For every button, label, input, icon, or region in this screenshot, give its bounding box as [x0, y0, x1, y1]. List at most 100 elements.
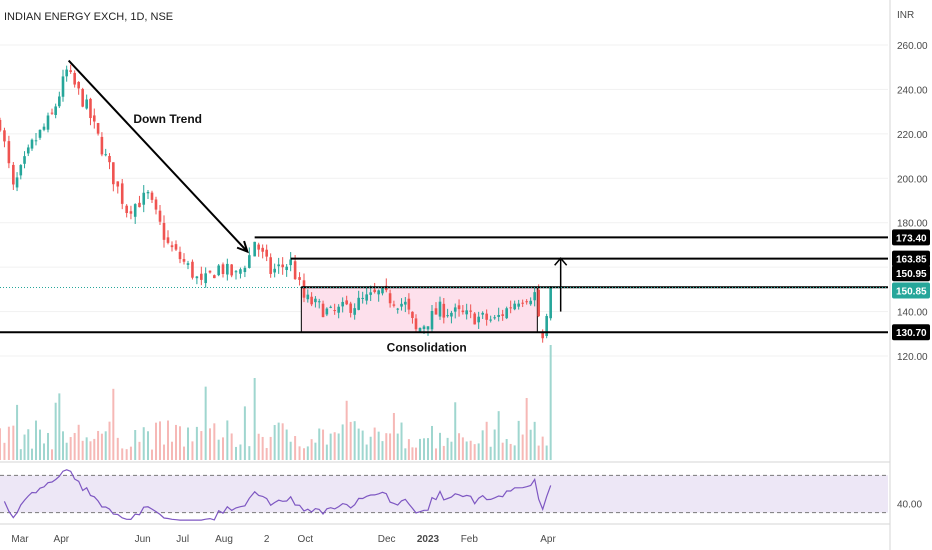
volume-bar	[261, 436, 264, 460]
volume-bar	[43, 443, 45, 460]
candle	[465, 303, 468, 320]
volume-bar	[27, 429, 30, 460]
candle	[42, 123, 46, 132]
price-axis-tags: 173.40 163.85 150.95 130.70 150.85	[892, 229, 930, 341]
candle	[485, 309, 488, 326]
time-tick-label: Feb	[461, 534, 479, 545]
candle	[430, 305, 434, 332]
volume-bar	[446, 437, 449, 460]
volume-bar	[195, 426, 198, 460]
time-tick-label: Jul	[176, 534, 189, 545]
candle	[314, 296, 317, 308]
volume-bar	[3, 442, 6, 460]
volume-bar	[529, 429, 532, 460]
volume-bar	[171, 441, 173, 460]
candle	[438, 296, 442, 320]
candle	[162, 215, 166, 248]
volume-bar	[81, 440, 84, 460]
candle	[345, 295, 348, 306]
price-tick-label: 200.00	[897, 174, 928, 185]
candle	[353, 303, 356, 320]
volume-bar	[58, 393, 61, 460]
volume-bar	[419, 438, 421, 460]
candle	[329, 305, 332, 309]
volume-bar	[69, 437, 72, 460]
volume-bar	[501, 442, 504, 460]
candle	[34, 133, 38, 146]
volume-bar	[204, 386, 207, 460]
volume-bar	[427, 438, 429, 460]
candle	[257, 242, 260, 257]
candle	[357, 290, 360, 311]
candle	[96, 122, 100, 136]
candle	[457, 299, 461, 317]
volume-bar	[243, 406, 246, 460]
volume-bar	[485, 421, 488, 460]
candle	[285, 264, 288, 277]
candle	[112, 162, 115, 192]
volume-bar	[303, 448, 305, 460]
volume-bar	[461, 437, 464, 460]
candle	[125, 204, 128, 218]
volume-bar	[489, 446, 492, 460]
candle	[170, 241, 174, 252]
volume-bar	[381, 441, 384, 460]
volume-bar	[248, 446, 251, 460]
time-tick-label: Aug	[215, 534, 233, 545]
volume-bar	[147, 431, 149, 460]
candle	[65, 65, 68, 82]
candle	[154, 196, 158, 215]
candle	[365, 287, 368, 305]
candle	[46, 112, 50, 133]
volume-bar	[465, 441, 468, 460]
volume-bar	[239, 444, 242, 460]
candle	[361, 291, 364, 304]
candle	[333, 303, 336, 315]
candle	[281, 257, 284, 275]
volume-bar	[298, 446, 301, 460]
candle	[0, 117, 2, 133]
time-tick-label: 2	[264, 534, 270, 545]
volume-bar	[226, 420, 229, 460]
candle	[497, 307, 500, 322]
svg-text:163.85: 163.85	[896, 255, 927, 266]
time-tick-label: Apr	[54, 534, 70, 545]
volume-bar	[473, 444, 476, 460]
volume-bar	[545, 445, 548, 460]
volume-bar	[389, 433, 392, 460]
volume-bar	[65, 442, 68, 460]
candle	[337, 304, 340, 319]
breakout-arrow	[554, 257, 568, 312]
volume-bar	[187, 427, 189, 460]
volume-bar	[537, 445, 540, 460]
volume-bar	[549, 345, 552, 460]
price-tick-label: 120.00	[897, 352, 928, 363]
candle	[321, 300, 325, 318]
time-tick-label: 2023	[417, 534, 440, 545]
svg-text:130.70: 130.70	[896, 328, 927, 339]
candle	[273, 263, 276, 278]
volume-bar	[142, 427, 145, 460]
volume-bar	[439, 432, 441, 460]
volume-bar	[51, 449, 53, 460]
volume-bar	[333, 432, 336, 460]
candle	[166, 230, 170, 245]
candle	[381, 287, 384, 296]
candle	[7, 135, 11, 169]
candle	[529, 297, 532, 306]
candle	[77, 81, 80, 95]
volume-bar	[277, 422, 280, 460]
candle	[537, 284, 540, 318]
volume-bar	[361, 430, 364, 460]
candle	[146, 190, 150, 199]
candle	[138, 195, 141, 208]
volume-bar	[121, 448, 124, 460]
candle	[509, 300, 512, 314]
volume-bar	[163, 444, 165, 460]
volume-bar	[230, 433, 233, 460]
candle	[404, 297, 407, 313]
volume-bar	[306, 446, 309, 460]
volume-bar	[521, 434, 524, 460]
candle	[81, 87, 84, 108]
